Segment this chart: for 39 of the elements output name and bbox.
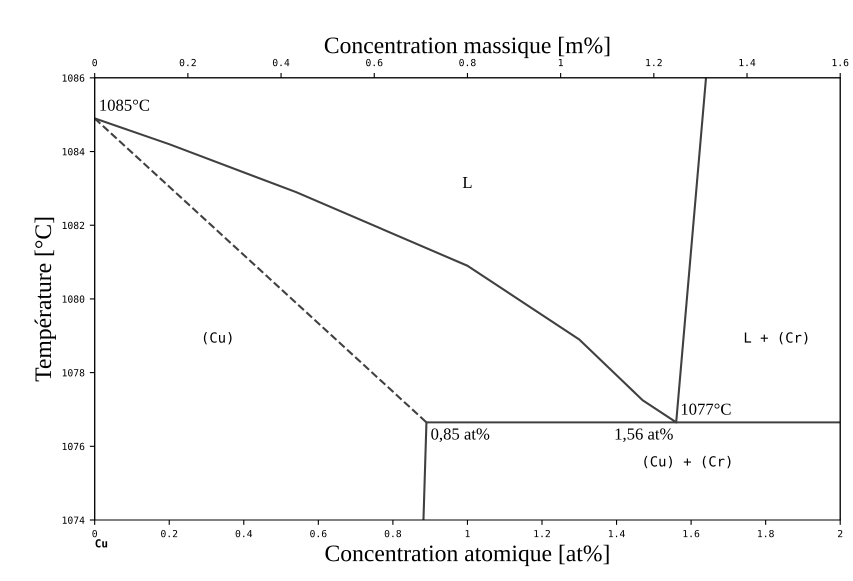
annotation: 1077°C	[682, 404, 731, 415]
x2-tick-label: 0	[92, 58, 97, 66]
annotation: (Cu)	[204, 332, 232, 344]
x-tick-label: 1.6	[683, 530, 700, 538]
x-tick-label: 0.4	[236, 530, 252, 538]
annotation: L	[462, 177, 472, 188]
annotation: 1,56 at%	[616, 428, 673, 442]
x-tick-label: 2	[838, 530, 842, 538]
annotation: 1085°C	[100, 100, 150, 111]
annotation: (Cu) + (Cr)	[644, 456, 730, 468]
y-tick-label: 1084	[62, 148, 84, 156]
y-axis-title: Température [°C]	[34, 218, 56, 382]
x2-tick-label: 0.6	[366, 58, 382, 66]
x2-tick-label: 1.6	[832, 58, 848, 66]
y-tick-label: 1078	[62, 369, 84, 376]
y-tick-label: 1082	[62, 222, 84, 230]
x2-tick-label: 1	[558, 59, 563, 66]
x-tick-label: 1.2	[534, 530, 550, 538]
x-axis-title: Concentration atomique [at%]	[325, 544, 609, 566]
y-tick-label: 1086	[62, 74, 84, 82]
annotation: L + (Cr)	[744, 332, 808, 344]
x2-axis-title: Concentration massique [m%]	[324, 36, 610, 58]
text: Cu	[96, 539, 108, 548]
x2-tick-label: 0.2	[180, 58, 196, 66]
x2-tick-label: 1.4	[739, 59, 756, 66]
y-tick-label: 1074	[62, 516, 84, 524]
y-tick-label: 1076	[62, 442, 84, 450]
x-tick-label: 1.4	[608, 530, 625, 538]
x-tick-label: 1.8	[758, 530, 774, 538]
x-tick-label: 0.8	[384, 530, 402, 538]
x-tick-label: 0	[92, 530, 97, 538]
x-tick-label: 1	[466, 530, 470, 538]
annotation: 0,85 at%	[431, 428, 490, 442]
x-tick-label: 0.2	[161, 530, 178, 538]
x-tick-label: 0.6	[310, 530, 326, 538]
x2-tick-label: 1.2	[646, 58, 662, 66]
x2-tick-label: 0.8	[459, 58, 476, 66]
y-tick-label: 1080	[62, 295, 84, 303]
x2-tick-label: 0.4	[272, 58, 290, 66]
